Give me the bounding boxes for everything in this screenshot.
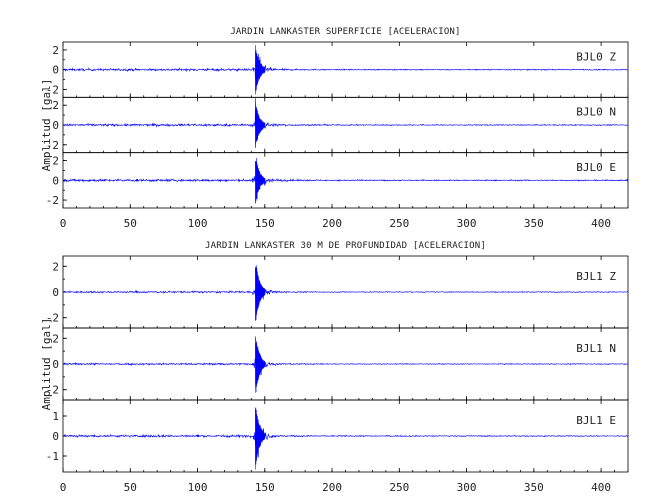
x-tick-label: 100 bbox=[188, 481, 208, 494]
x-tick-label: 0 bbox=[60, 217, 67, 230]
x-tick-label: 400 bbox=[591, 217, 611, 230]
chart-title: JARDIN LANKASTER SUPERFICIE [ACELERACION… bbox=[230, 27, 460, 37]
station-label: BJL1 E bbox=[576, 414, 616, 427]
y-tick-label: -1 bbox=[46, 450, 59, 463]
station-label: BJL0 Z bbox=[576, 50, 616, 63]
y-tick-label: -2 bbox=[46, 83, 59, 96]
x-tick-label: 250 bbox=[389, 217, 409, 230]
y-tick-label: 2 bbox=[52, 332, 59, 345]
panel-bjl1-z: 2 0 -2 BJL1 Z bbox=[46, 255, 629, 329]
x-tick-label: 300 bbox=[457, 217, 477, 230]
station-label: BJL0 N bbox=[576, 106, 616, 119]
x-tick-label: 0 bbox=[60, 481, 67, 494]
x-tick-label: 350 bbox=[524, 217, 544, 230]
waveform-trace bbox=[62, 265, 629, 321]
waveform-trace bbox=[62, 98, 629, 148]
panel-bjl0-n: 2 0 -2 BJL0 N bbox=[46, 96, 629, 154]
y-tick-label: -2 bbox=[46, 194, 59, 207]
y-tick-label: 2 bbox=[52, 99, 59, 112]
chart-group-2: JARDIN LANKASTER 30 M DE PROFUNDIDAD [AC… bbox=[40, 241, 629, 494]
waveform-trace bbox=[62, 45, 629, 95]
x-tick-label: 50 bbox=[124, 481, 137, 494]
panel-bjl1-e: 1 0 -1 BJL1 E bbox=[46, 399, 629, 473]
y-tick-label: 2 bbox=[52, 155, 59, 168]
station-label: BJL0 E bbox=[576, 161, 616, 174]
x-tick-label: 150 bbox=[255, 481, 275, 494]
station-label: BJL1 Z bbox=[576, 270, 616, 283]
y-tick-label: 0 bbox=[52, 64, 59, 77]
waveform-trace bbox=[62, 407, 629, 470]
y-tick-label: -2 bbox=[46, 384, 59, 397]
y-tick-label: 2 bbox=[52, 260, 59, 273]
y-tick-label: 0 bbox=[52, 174, 59, 187]
x-tick-label: 400 bbox=[591, 481, 611, 494]
x-tick-label: 250 bbox=[389, 481, 409, 494]
x-tick-label: 150 bbox=[255, 217, 275, 230]
chart-title: JARDIN LANKASTER 30 M DE PROFUNDIDAD [AC… bbox=[205, 241, 486, 251]
x-tick-label: 200 bbox=[322, 481, 342, 494]
y-tick-label: 0 bbox=[52, 119, 59, 132]
panel-bjl0-e: 2 0 -2 BJL0 E bbox=[46, 152, 629, 209]
y-tick-label: 0 bbox=[52, 286, 59, 299]
y-tick-label: 0 bbox=[52, 358, 59, 371]
y-tick-label: -2 bbox=[46, 139, 59, 152]
y-tick-label: 1 bbox=[52, 410, 59, 423]
x-tick-label: 100 bbox=[188, 217, 208, 230]
x-tick-label: 200 bbox=[322, 217, 342, 230]
y-tick-label: 0 bbox=[52, 430, 59, 443]
x-tick-label: 350 bbox=[524, 481, 544, 494]
panel-bjl0-z: 2 0 -2 BJL0 Z bbox=[46, 41, 629, 98]
y-axis-label: Amplitud [gal] bbox=[40, 79, 53, 172]
y-tick-label: -2 bbox=[46, 312, 59, 325]
y-axis-label: Amplitud [gal] bbox=[40, 318, 53, 411]
panel-bjl1-n: 2 0 -2 BJL1 N bbox=[46, 327, 629, 401]
waveform-trace bbox=[62, 336, 629, 393]
x-tick-label: 50 bbox=[124, 217, 137, 230]
station-label: BJL1 N bbox=[576, 342, 616, 355]
y-tick-label: 2 bbox=[52, 44, 59, 57]
chart-group-1: JARDIN LANKASTER SUPERFICIE [ACELERACION… bbox=[40, 27, 629, 230]
waveform-trace bbox=[62, 157, 629, 204]
x-tick-label: 300 bbox=[457, 481, 477, 494]
